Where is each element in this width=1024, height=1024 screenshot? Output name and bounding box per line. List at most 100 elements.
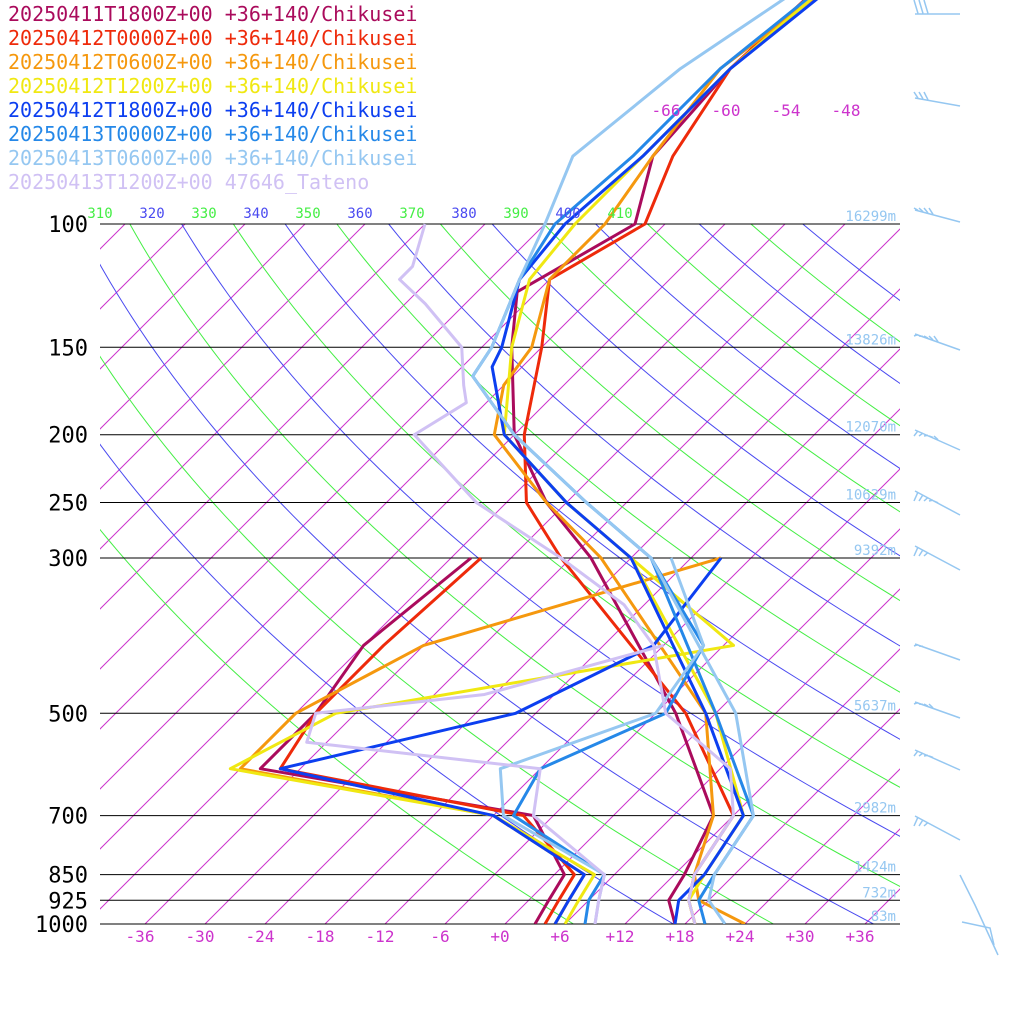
- height-label: 1424m: [854, 860, 896, 876]
- wind-barb-feather: [923, 207, 929, 214]
- isotherm-line: [0, 224, 5, 924]
- wind-barb-feather: [928, 755, 934, 759]
- isentrope-line: [440, 223, 900, 602]
- wind-barb-feather: [918, 752, 924, 757]
- wind-barb-feather: [913, 430, 919, 437]
- legend-entry: 20250412T1800Z+00 +36+140/Chikusei: [8, 98, 418, 122]
- wind-barb: [959, 874, 999, 956]
- theta-tick-label: 350: [295, 206, 320, 222]
- theta-tick-label: 400: [555, 206, 580, 222]
- wind-barb-feather: [923, 754, 929, 757]
- wind-barb-feather: [913, 491, 919, 502]
- wind-barb-feather: [918, 494, 924, 502]
- isotherm-line: [100, 223, 666, 790]
- theta-tick-label: 390: [503, 206, 528, 222]
- wind-barb-feather: [913, 750, 919, 757]
- wind-barb-feather: [928, 335, 934, 341]
- temperature-tick-label: +18: [666, 927, 695, 946]
- theta-tick-label: 360: [347, 206, 372, 222]
- wind-barb-feather: [913, 333, 919, 337]
- temperature-tick-label: -24: [246, 927, 275, 946]
- pressure-tick-label: 100: [48, 213, 88, 238]
- height-label: 83m: [871, 909, 896, 925]
- height-label: 2982m: [854, 801, 896, 817]
- wind-barb-feather: [923, 551, 929, 557]
- theta-tick-label: 330: [191, 206, 216, 222]
- isentrope-line: [129, 223, 900, 888]
- isotherm-line: [985, 224, 1024, 924]
- upper-temperature-tick-label: -66: [652, 101, 681, 120]
- wind-barb-feather: [928, 207, 934, 215]
- isotherm-line: [744, 768, 900, 924]
- wind-barb-feather: [928, 499, 934, 502]
- isentrope-line: [543, 223, 900, 513]
- wind-barb: [914, 545, 961, 571]
- isentrope-line: [491, 223, 900, 557]
- pressure-tick-label: 300: [48, 547, 88, 572]
- wind-barb-feather: [918, 91, 924, 100]
- dewpoint-profile-line: [228, 556, 736, 924]
- wind-barb-feather: [923, 91, 929, 101]
- wind-barb-feather: [928, 703, 934, 709]
- temperature-tick-label: -36: [126, 927, 155, 946]
- isentrope-line: [100, 528, 574, 924]
- wind-barb: [914, 749, 961, 771]
- legend-entry: 20250412T0000Z+00 +36+140/Chikusei: [8, 26, 418, 50]
- temperature-tick-label: -18: [306, 927, 335, 946]
- pressure-tick-label: 925: [48, 889, 88, 914]
- height-label: 5637m: [854, 698, 896, 714]
- isotherm-line: [144, 223, 846, 924]
- wind-barb-feather: [923, 496, 929, 502]
- isotherm-line: [100, 223, 606, 730]
- dewpoint-profile-line: [305, 643, 664, 924]
- height-label: 13826m: [845, 332, 896, 348]
- pressure-tick-label: 250: [48, 492, 88, 517]
- pressure-tick-label: 700: [48, 805, 88, 830]
- height-label: 10629m: [845, 488, 896, 504]
- legend-entry: 20250411T1800Z+00 +36+140/Chikusei: [8, 2, 418, 26]
- wind-barb-feather: [928, 435, 934, 439]
- isotherm-line: [564, 588, 900, 924]
- chart-legend: 20250411T1800Z+00 +36+140/Chikusei 202504…: [8, 2, 417, 194]
- pressure-tick-label: 150: [48, 336, 88, 361]
- isobar-grid: [100, 223, 900, 925]
- temperature-tick-label: -6: [430, 927, 449, 946]
- isotherm-line: [100, 223, 306, 430]
- height-label: 16299m: [845, 209, 896, 225]
- upper-temperature-tick-label: -54: [772, 101, 801, 120]
- wind-barb: [914, 815, 961, 841]
- wind-barb-feather: [923, 335, 929, 339]
- isotherm-line: [100, 223, 786, 910]
- temperature-tick-label: +0: [490, 927, 509, 946]
- temperature-tick-label: +30: [786, 927, 815, 946]
- wind-barb-feather: [923, 821, 929, 827]
- dewpoint-profile-line: [278, 556, 576, 924]
- temperature-tick-label: +6: [550, 927, 569, 946]
- wind-barb: [914, 209, 961, 223]
- legend-entry: 20250413T0000Z+00 +36+140/Chikusei: [8, 122, 418, 146]
- isentrope-line: [100, 355, 774, 924]
- isentrope-line: [647, 223, 900, 427]
- pressure-tick-label: 500: [48, 702, 88, 727]
- isentrope-line: [181, 223, 900, 837]
- wind-barb-feather: [923, 434, 929, 437]
- theta-tick-label: 310: [87, 206, 112, 222]
- wind-barbs: [913, 0, 999, 956]
- wind-barb-feather: [918, 0, 924, 14]
- wind-barb-feather: [913, 701, 919, 705]
- wind-barb-feather: [923, 0, 929, 14]
- isotherm-line: [100, 223, 726, 850]
- isotherm-line: [864, 888, 900, 924]
- dewpoint-profile-line: [278, 557, 723, 924]
- wind-barb: [914, 97, 961, 107]
- isentrope-line: [284, 223, 900, 740]
- theta-tick-label: 410: [607, 206, 632, 222]
- sounding-profiles: [228, 0, 819, 924]
- wind-barb-feather: [918, 549, 924, 557]
- isotherm-line: [100, 223, 486, 610]
- wind-barb-feather: [923, 703, 929, 707]
- isentrope-line: [698, 223, 900, 385]
- temperature-tick-label: +12: [606, 927, 635, 946]
